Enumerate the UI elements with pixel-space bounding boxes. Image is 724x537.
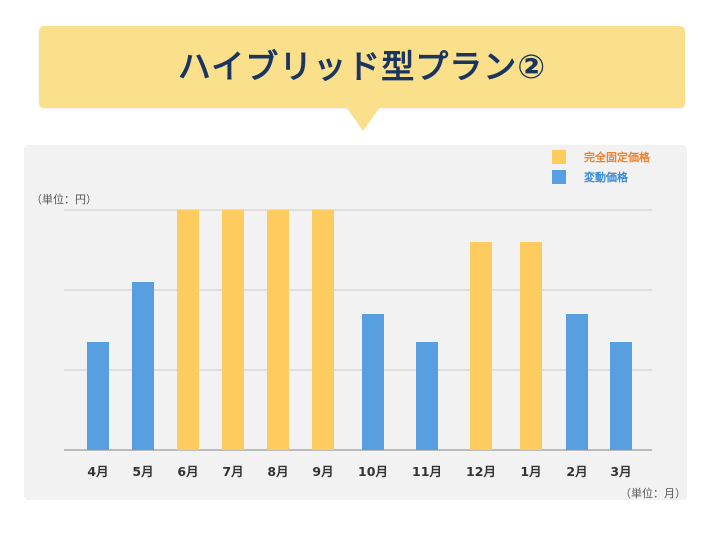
x-tick-label-5: 8月: [267, 464, 288, 479]
legend-swatch-fixed: [552, 150, 566, 164]
x-tick-label-8: 11月: [412, 464, 442, 479]
legend-label-fixed: 完全固定価格: [584, 150, 651, 164]
x-tick-label-12: 3月: [610, 464, 631, 479]
x-tick-label-4: 7月: [222, 464, 243, 479]
x-tick-label-2: 5月: [132, 464, 153, 479]
bar-fixed-9: [470, 242, 492, 450]
bar-variable-2: [132, 282, 154, 450]
x-tick-label-7: 10月: [358, 464, 388, 479]
bar-fixed-5: [267, 210, 289, 450]
title-banner-pointer: [346, 107, 380, 131]
bar-variable-8: [416, 342, 438, 450]
page-title: ハイブリッド型プラン②: [177, 47, 547, 86]
bar-fixed-6: [312, 210, 334, 450]
x-tick-label-6: 9月: [312, 464, 333, 479]
x-axis-unit-label: （単位：月）: [620, 486, 686, 500]
x-tick-label-11: 2月: [566, 464, 587, 479]
bar-fixed-4: [222, 210, 244, 450]
legend-label-variable: 変動価格: [584, 170, 629, 184]
bar-variable-1: [87, 342, 109, 450]
bar-fixed-10: [520, 242, 542, 450]
x-tick-label-10: 1月: [520, 464, 541, 479]
title-banner: ハイブリッド型プラン②: [39, 26, 685, 108]
bar-variable-7: [362, 314, 384, 450]
x-tick-label-3: 6月: [177, 464, 198, 479]
bar-variable-11: [566, 314, 588, 450]
bar-variable-12: [610, 342, 632, 450]
bar-fixed-3: [177, 210, 199, 450]
x-tick-label-9: 12月: [466, 464, 496, 479]
x-tick-label-1: 4月: [87, 464, 108, 479]
legend-swatch-variable: [552, 170, 566, 184]
y-axis-unit-label: （単位：円）: [31, 192, 97, 206]
